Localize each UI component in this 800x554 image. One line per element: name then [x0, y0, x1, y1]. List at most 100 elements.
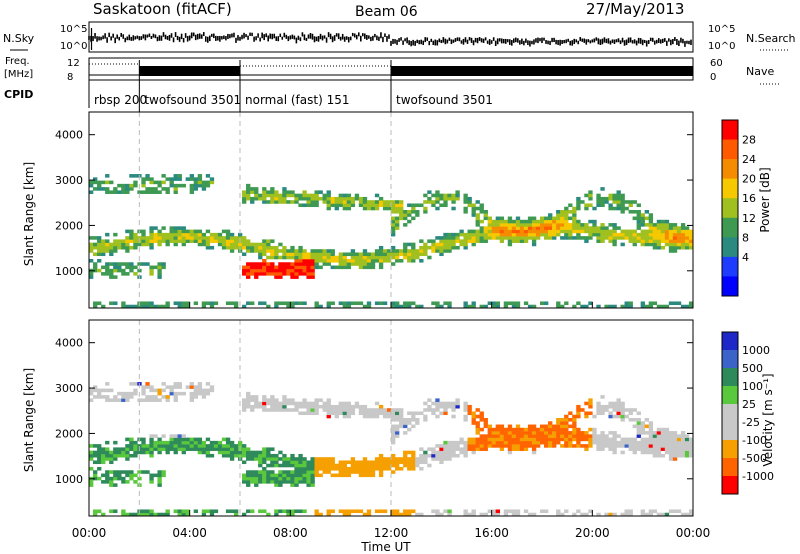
velocity-cell — [250, 450, 255, 455]
velocity-cell — [608, 404, 613, 409]
velocity-cell — [266, 476, 271, 481]
velocity-cell — [636, 444, 641, 448]
velocity-cell — [620, 512, 625, 517]
velocity-cell — [423, 401, 428, 406]
velocity-cell — [334, 404, 339, 409]
power-cell — [145, 301, 150, 306]
velocity-cell — [576, 408, 581, 412]
velocity-cell — [294, 408, 299, 412]
power-cell — [318, 304, 323, 309]
velocity-cell — [93, 453, 98, 458]
velocity-cell — [286, 463, 291, 468]
velocity-cell — [310, 470, 315, 474]
power-cell — [608, 236, 613, 240]
power-cell — [137, 236, 142, 240]
velocity-cell — [479, 427, 484, 432]
velocity-cell — [688, 444, 694, 448]
power-cell — [596, 229, 601, 234]
power-cell — [274, 268, 279, 273]
velocity-cell — [145, 382, 150, 386]
power-cell — [246, 187, 251, 191]
power-cell — [535, 226, 541, 230]
power-cell — [145, 239, 150, 243]
power-cell — [548, 219, 553, 224]
power-cell — [189, 236, 194, 240]
power-cell — [89, 190, 94, 194]
power-cell — [471, 242, 476, 247]
velocity-cell — [511, 509, 517, 514]
velocity-cell — [242, 398, 247, 402]
power-cell — [318, 249, 323, 253]
velocity-cell — [475, 447, 480, 451]
velocity-cell — [584, 414, 589, 419]
velocity-cell — [258, 509, 263, 514]
power-cell — [527, 232, 533, 237]
power-cell — [636, 210, 641, 214]
power-cell — [572, 236, 577, 240]
velocity-cell — [407, 509, 412, 514]
velocity-cell — [262, 457, 267, 461]
power-cell — [467, 203, 472, 208]
power-cell — [93, 245, 98, 250]
power-cell — [310, 252, 315, 257]
power-cell — [282, 255, 287, 260]
velocity-cell — [620, 408, 625, 412]
velocity-cell — [189, 391, 194, 396]
velocity-cell — [161, 447, 166, 451]
power-cell — [443, 196, 448, 201]
power-cell — [564, 226, 569, 230]
velocity-cell — [411, 411, 416, 416]
velocity-cell — [588, 427, 593, 432]
velocity-cell — [149, 512, 154, 517]
velocity-cell — [419, 447, 424, 451]
velocity-cell — [475, 421, 480, 425]
power-cell — [680, 239, 686, 243]
power-cell — [523, 226, 529, 230]
nave-label: Nave — [746, 65, 774, 78]
power-cell — [97, 242, 102, 247]
velocity-cell — [648, 440, 654, 445]
velocity-cell — [403, 450, 408, 455]
velocity-cell — [656, 440, 662, 445]
velocity-cell — [177, 434, 182, 438]
power-cell — [93, 242, 98, 247]
velocity-cell — [93, 450, 98, 455]
power-cell — [664, 242, 670, 247]
velocity-cell — [391, 434, 396, 438]
velocity-cell — [318, 467, 323, 471]
velocity-cell — [149, 434, 154, 438]
velocity-cell — [282, 460, 287, 465]
power-cell — [145, 177, 150, 181]
velocity-cell — [411, 509, 416, 514]
velocity-cell — [451, 453, 456, 458]
power-cell — [197, 242, 203, 247]
velocity-cell — [616, 408, 621, 412]
power-cell — [193, 177, 199, 181]
velocity-cell — [133, 388, 138, 393]
power-cell — [282, 193, 287, 198]
power-cell — [656, 236, 662, 240]
power-cell — [451, 196, 456, 201]
power-cell — [314, 193, 319, 198]
power-cell — [395, 200, 400, 204]
power-cell — [483, 213, 488, 217]
power-cell — [463, 236, 468, 240]
velocity-data-cells — [89, 320, 694, 517]
power-cell — [447, 242, 452, 247]
colorbar-tick-label: 16 — [742, 192, 756, 205]
velocity-cell — [274, 512, 279, 517]
power-cell — [600, 196, 605, 201]
velocity-cell — [386, 457, 392, 461]
power-cell — [668, 236, 674, 240]
power-cell — [576, 229, 581, 234]
power-cell — [507, 229, 513, 234]
colorbar-swatch — [722, 217, 738, 238]
power-cell — [358, 196, 364, 201]
power-cell — [455, 190, 460, 194]
power-cell — [290, 255, 295, 260]
power-cell — [358, 252, 364, 257]
power-cell — [467, 304, 472, 309]
velocity-cell — [141, 385, 146, 389]
velocity-cell — [121, 447, 126, 451]
power-cell — [443, 249, 448, 253]
